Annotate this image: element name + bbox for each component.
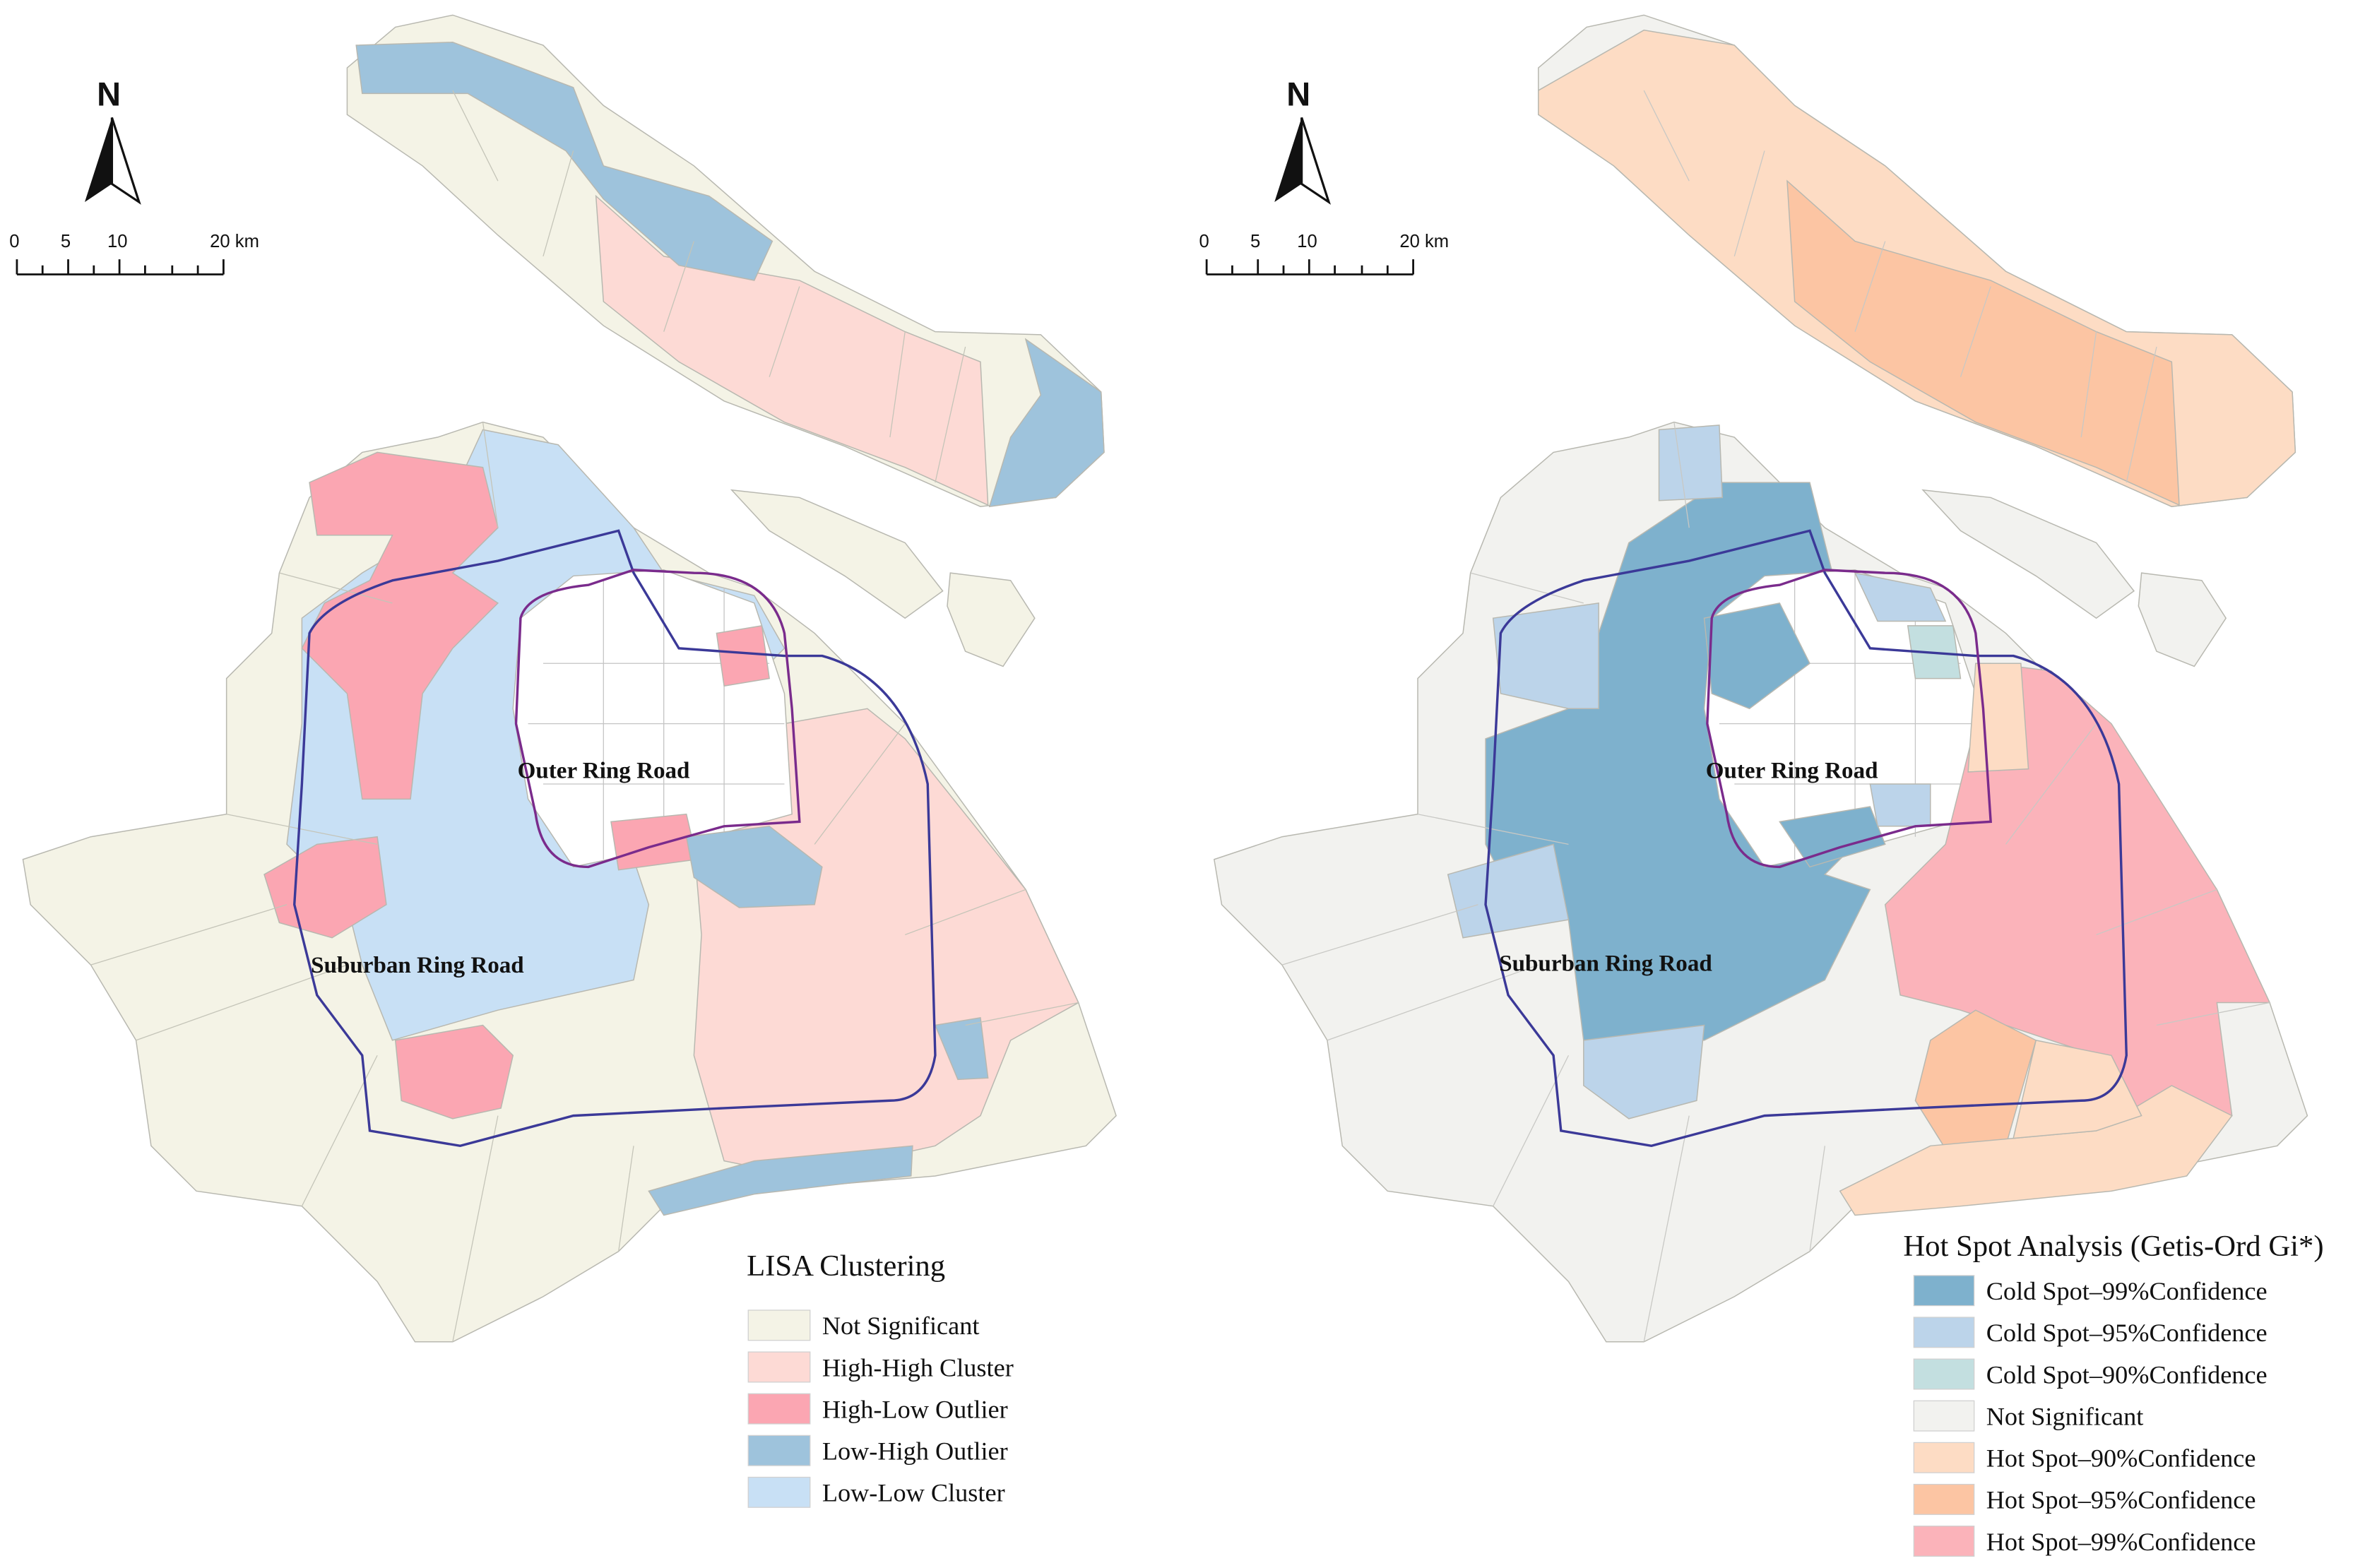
legend-item-label: High-High Cluster: [822, 1353, 1014, 1382]
scale-tick-label: 10: [1297, 232, 1317, 251]
scale-tick-label: 5: [1250, 232, 1260, 251]
legend-item-label: Cold Spot–99%Confidence: [1986, 1277, 2268, 1305]
outer-ring-road-label: Outer Ring Road: [1706, 758, 1878, 783]
region-low-high: [355, 42, 773, 281]
scale-tick-label: 0: [9, 232, 19, 251]
scale-tick-label: 20 km: [210, 232, 259, 251]
scale-tick-label: 5: [61, 232, 71, 251]
scale-tick-label: 10: [107, 232, 128, 251]
legend-swatch: [1913, 1317, 1975, 1348]
region-cold-95: [1854, 572, 1947, 622]
legend-swatch: [747, 1351, 811, 1383]
outer-ring-road-label: Outer Ring Road: [518, 758, 690, 783]
hotspot-legend: Hot Spot Analysis (Getis-Ord Gi*) Cold S…: [1903, 1230, 2324, 1557]
outer-ring-road: [1706, 569, 1992, 869]
lisa-map: Outer Ring Road Suburban Ring Road N 0 5…: [9, 14, 1118, 1508]
legend-swatch: [1913, 1400, 1975, 1432]
legend-item-label: Hot Spot–99%Confidence: [1986, 1528, 2256, 1556]
region-cold-95: [1492, 602, 1599, 710]
region-low-high: [988, 338, 1105, 508]
region-high-low: [394, 1024, 514, 1119]
legend-item-label: Low-High Outlier: [822, 1437, 1008, 1466]
north-label: N: [97, 75, 121, 112]
region-high-low: [716, 625, 770, 687]
legend-item-label: Low-Low Cluster: [822, 1479, 1005, 1507]
north-arrow: N: [1274, 75, 1331, 205]
region-hot-90: [1967, 663, 2029, 773]
region-low-high: [648, 1145, 913, 1216]
legend-swatch: [747, 1309, 811, 1341]
north-label: N: [1286, 75, 1310, 112]
region-cold-95: [1447, 843, 1570, 939]
north-arrow-icon: [85, 117, 112, 203]
region-high-low: [263, 836, 387, 939]
outer-ring-road: [514, 569, 801, 869]
lisa-legend: LISA Clustering Not Significant High-High…: [747, 1249, 1014, 1508]
region-hot-95: [1786, 179, 2180, 506]
legend-item-label: Not Significant: [1986, 1402, 2144, 1430]
region-high-low: [610, 813, 698, 871]
suburban-ring-road: [292, 529, 937, 1148]
legend-item-label: Not Significant: [822, 1312, 980, 1340]
region-cold-95: [1583, 1024, 1705, 1119]
region-high-low: [301, 451, 499, 800]
legend-swatch: [747, 1476, 811, 1508]
legend-swatch: [1913, 1526, 1975, 1557]
region-low-high: [934, 1017, 989, 1081]
legend-item-label: Hot Spot–95%Confidence: [1986, 1486, 2256, 1514]
legend-swatch: [1913, 1483, 1975, 1515]
legend-swatch: [1913, 1275, 1975, 1307]
legend-swatch: [1913, 1358, 1975, 1390]
north-arrow: N: [85, 75, 141, 205]
legend-item-label: Cold Spot–95%Confidence: [1986, 1319, 2268, 1347]
scale-bar: 0 5 10 20 km: [9, 232, 259, 275]
region-hot-90: [2013, 1040, 2142, 1139]
region-cold-99: [1703, 602, 1810, 710]
suburban-ring-road: [1484, 529, 2128, 1148]
suburban-ring-road-label: Suburban Ring Road: [311, 953, 524, 978]
lisa-regions: [90, 42, 1105, 1343]
scale-tick-label: 20 km: [1399, 232, 1449, 251]
legend-swatch: [1913, 1442, 1975, 1473]
legend-swatch: [747, 1435, 811, 1466]
legend-swatch: [747, 1393, 811, 1425]
legend-item-label: Cold Spot–90%Confidence: [1986, 1360, 2268, 1389]
hotspot-regions: [1281, 29, 2296, 1343]
region-cold-95: [1658, 424, 1723, 501]
legend-title: Hot Spot Analysis (Getis-Ord Gi*): [1903, 1230, 2323, 1263]
legend-item-label: High-Low Outlier: [822, 1395, 1008, 1423]
region-cold-95: [1869, 783, 1931, 827]
suburban-ring-road-label: Suburban Ring Road: [1499, 951, 1712, 977]
legend-title: LISA Clustering: [747, 1249, 945, 1283]
region-low-high: [685, 825, 823, 908]
scale-tick-label: 0: [1199, 232, 1209, 251]
north-arrow-icon: [1274, 117, 1302, 203]
scale-bar: 0 5 10 20 km: [1199, 232, 1449, 275]
hotspot-map: Outer Ring Road Suburban Ring Road N 0 5…: [1199, 14, 2324, 1557]
region-cold-99: [1779, 806, 1886, 868]
legend-item-label: Hot Spot–90%Confidence: [1986, 1444, 2256, 1473]
